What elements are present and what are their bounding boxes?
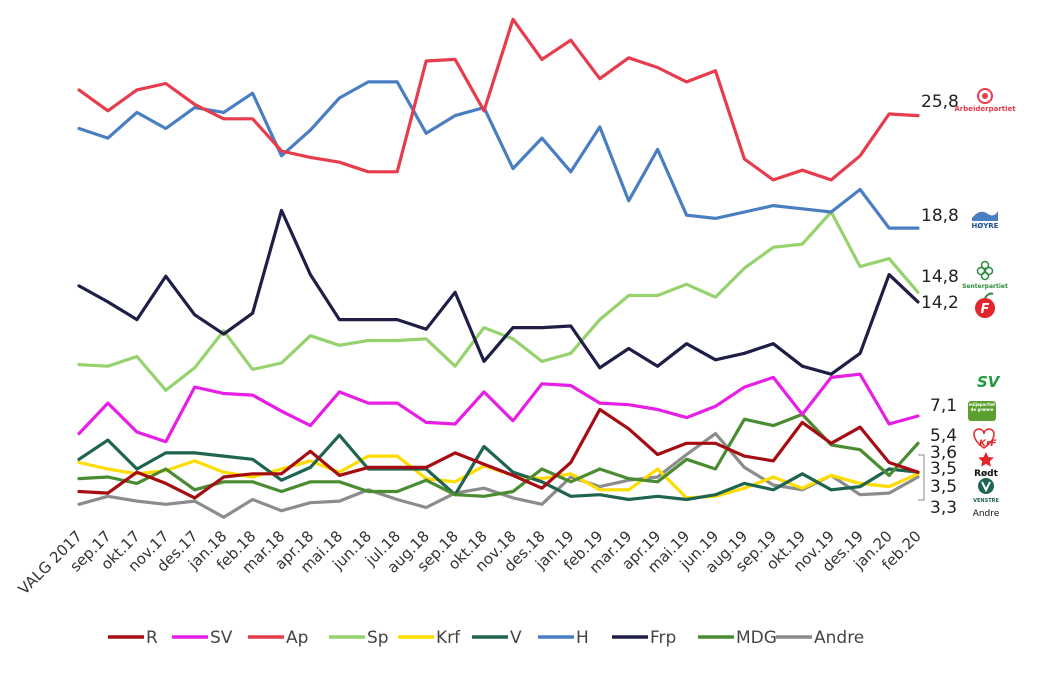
party-logos: Arbeiderpartiet HØYRE Senterpartiet F SV… xyxy=(954,88,1016,519)
end-label-sv: 7,1 xyxy=(930,396,957,416)
end-label-v: 3,5 xyxy=(930,459,957,479)
andre-logo: Andre xyxy=(973,509,1000,519)
rose-center-icon xyxy=(982,93,988,99)
sp-logo-text: Senterpartiet xyxy=(962,283,1008,290)
end-label-krf: 3,5 xyxy=(930,477,957,497)
legend: R SV Ap Sp Krf V H Frp MDG Andre xyxy=(108,628,864,648)
series-line-frp xyxy=(77,208,920,376)
end-label-frp: 14,2 xyxy=(921,293,959,313)
legend-label-andre: Andre xyxy=(814,628,864,648)
frp-logo-icon xyxy=(975,298,995,318)
h-logo-text: HØYRE xyxy=(972,222,999,230)
mdg-logo-text: miljøpartiet de grønne xyxy=(968,402,996,412)
series-line-sp xyxy=(77,210,920,392)
legend-label-sp: Sp xyxy=(367,628,389,648)
sp-logo: Senterpartiet xyxy=(962,260,1008,290)
legend-label-v: V xyxy=(510,628,522,648)
krf-logo: KrF xyxy=(973,428,997,449)
rodt-logo: Rødt xyxy=(974,452,999,479)
v-letter-icon xyxy=(981,481,991,493)
v-logo-text: VENSTRE xyxy=(973,498,999,504)
legend-label-h: H xyxy=(576,628,589,648)
rose-icon xyxy=(977,88,993,104)
mdg-logo-icon xyxy=(968,401,996,421)
sv-logo-text: SV xyxy=(977,373,1001,391)
legend-label-mdg: MDG xyxy=(736,628,777,648)
clover-leaf-icon xyxy=(980,260,990,270)
star-icon xyxy=(978,452,994,467)
label-bracket xyxy=(918,454,925,501)
series-line-h xyxy=(77,80,920,230)
legend-label-r: R xyxy=(146,628,158,648)
end-label-h: 18,8 xyxy=(921,206,959,226)
series-line-v xyxy=(77,433,920,502)
series-line-r xyxy=(77,407,920,500)
ap-logo: Arbeiderpartiet xyxy=(954,88,1016,113)
series-line-ap xyxy=(77,17,920,182)
legend-label-sv: SV xyxy=(210,628,233,648)
end-label-ap: 25,8 xyxy=(921,92,959,112)
end-labels: 25,818,814,814,27,15,43,63,53,53,3 xyxy=(918,92,959,518)
clover-icon xyxy=(976,266,986,276)
series-line-sv xyxy=(77,372,920,444)
series-line-andre xyxy=(77,432,920,519)
series-lines xyxy=(77,17,920,519)
legend-label-ap: Ap xyxy=(286,628,308,648)
leaf-icon xyxy=(984,292,994,299)
frp-logo: F xyxy=(975,292,995,318)
end-label-sp: 14,8 xyxy=(921,267,959,287)
clover-leaf-icon xyxy=(984,266,994,276)
ap-logo-text: Arbeiderpartiet xyxy=(954,105,1016,113)
end-label-andre: 3,3 xyxy=(930,498,957,518)
rodt-logo-text: Rødt xyxy=(974,469,999,479)
series-line-mdg xyxy=(77,412,920,498)
end-label-r: 3,6 xyxy=(930,443,957,463)
v-logo: VENSTRE xyxy=(973,478,999,504)
mdg-logo: miljøpartiet de grønne xyxy=(968,401,996,421)
clover-leaf-icon xyxy=(980,271,990,281)
krf-logo-text: KrF xyxy=(979,439,997,449)
frp-logo-text: F xyxy=(981,302,990,317)
h-logo: HØYRE xyxy=(972,211,999,230)
heart-icon xyxy=(973,428,995,449)
wave-icon xyxy=(972,211,998,221)
legend-label-krf: Krf xyxy=(436,628,461,648)
andre-logo-text: Andre xyxy=(973,509,1000,519)
mdg-logo-label-box: miljøpartiet de grønne xyxy=(968,402,996,412)
x-axis-ticks: VALG 2017sep.17okt.17nov.17des.17jan.18f… xyxy=(15,527,925,598)
legend-label-frp: Frp xyxy=(650,628,676,648)
end-label-mdg: 5,4 xyxy=(930,426,957,446)
sv-logo: SV xyxy=(977,373,1001,391)
